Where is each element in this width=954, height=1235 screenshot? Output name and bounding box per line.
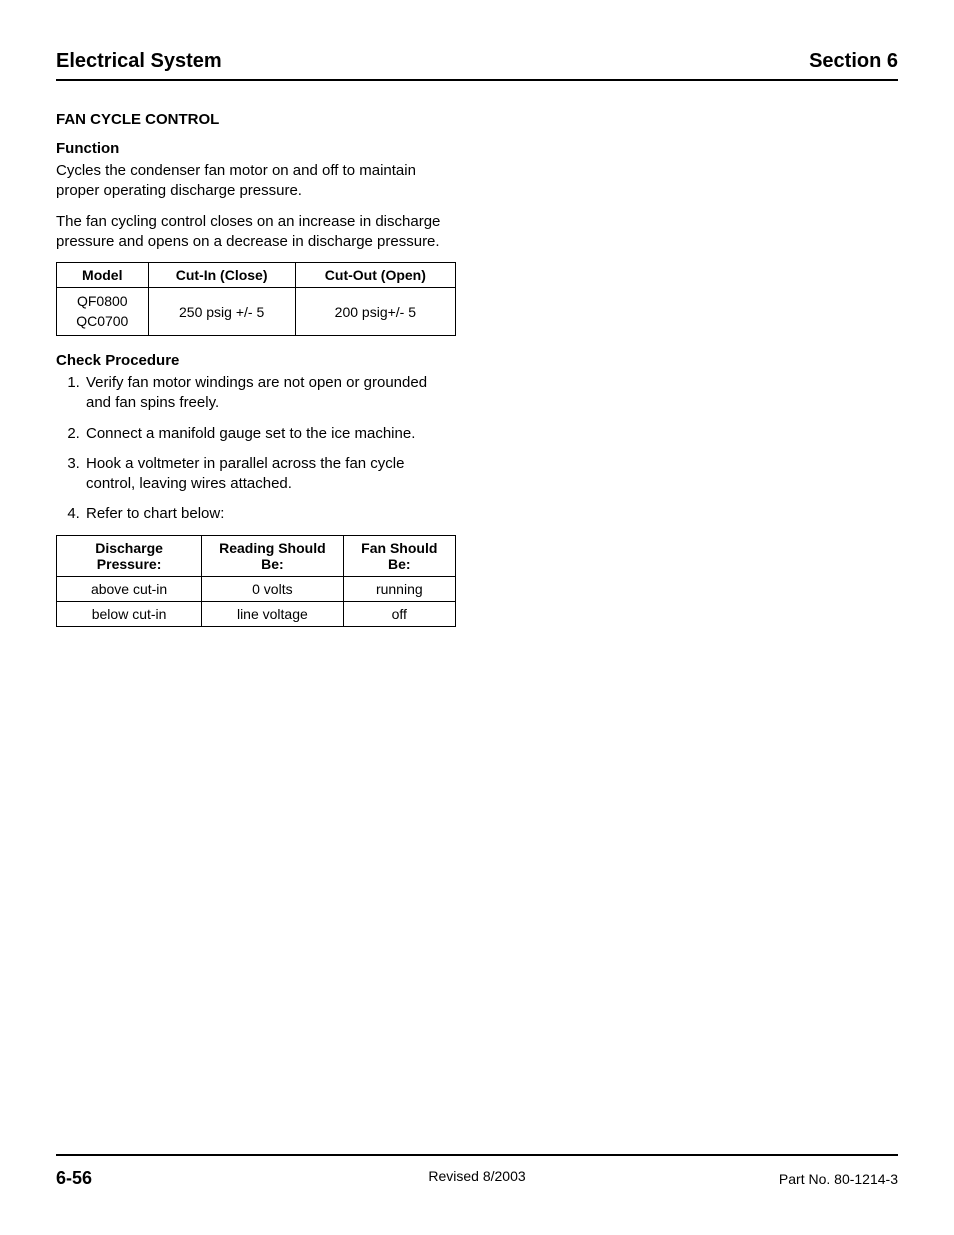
td: 0 volts: [202, 576, 343, 601]
td: below cut-in: [57, 601, 202, 626]
table-row: below cut-in line voltage off: [57, 601, 456, 626]
check-table: Discharge Pressure: Reading Should Be: F…: [56, 535, 456, 627]
th-discharge: Discharge Pressure:: [57, 535, 202, 576]
table-row: QF0800 QC0700 250 psig +/- 5 200 psig+/-…: [57, 288, 456, 336]
footer-part-no: Part No. 80-1214-3: [779, 1171, 898, 1187]
model-line: QF0800: [63, 292, 142, 312]
content-column: FAN CYCLE CONTROL Function Cycles the co…: [56, 111, 456, 627]
th-cutin: Cut-In (Close): [148, 263, 295, 288]
list-item: Refer to chart below:: [84, 504, 456, 524]
th-reading: Reading Should Be:: [202, 535, 343, 576]
table-row: Model Cut-In (Close) Cut-Out (Open): [57, 263, 456, 288]
footer-page-number: 6-56: [56, 1168, 92, 1189]
header-right: Section 6: [809, 50, 898, 73]
list-item: Connect a manifold gauge set to the ice …: [84, 424, 456, 444]
th-model: Model: [57, 263, 149, 288]
td: line voltage: [202, 601, 343, 626]
td-cutout: 200 psig+/- 5: [295, 288, 455, 336]
footer-revised: Revised 8/2003: [428, 1168, 525, 1184]
section-title: FAN CYCLE CONTROL: [56, 111, 456, 128]
td: above cut-in: [57, 576, 202, 601]
td-model: QF0800 QC0700: [57, 288, 149, 336]
header-left: Electrical System: [56, 50, 222, 73]
td-cutin: 250 psig +/- 5: [148, 288, 295, 336]
list-item: Verify fan motor windings are not open o…: [84, 373, 456, 414]
td: running: [343, 576, 455, 601]
list-item: Hook a voltmeter in parallel across the …: [84, 454, 456, 495]
model-line: QC0700: [63, 312, 142, 332]
th-cutout: Cut-Out (Open): [295, 263, 455, 288]
check-steps: Verify fan motor windings are not open o…: [56, 373, 456, 525]
td: off: [343, 601, 455, 626]
table-row: Discharge Pressure: Reading Should Be: F…: [57, 535, 456, 576]
function-heading: Function: [56, 140, 456, 157]
page-footer: 6-56 Revised 8/2003 Part No. 80-1214-3: [56, 1154, 898, 1189]
pressure-table: Model Cut-In (Close) Cut-Out (Open) QF08…: [56, 262, 456, 336]
page-header: Electrical System Section 6: [56, 50, 898, 81]
function-para2: The fan cycling control closes on an inc…: [56, 212, 456, 253]
th-fan: Fan Should Be:: [343, 535, 455, 576]
check-heading: Check Procedure: [56, 352, 456, 369]
function-para1: Cycles the condenser fan motor on and of…: [56, 161, 456, 202]
table-row: above cut-in 0 volts running: [57, 576, 456, 601]
